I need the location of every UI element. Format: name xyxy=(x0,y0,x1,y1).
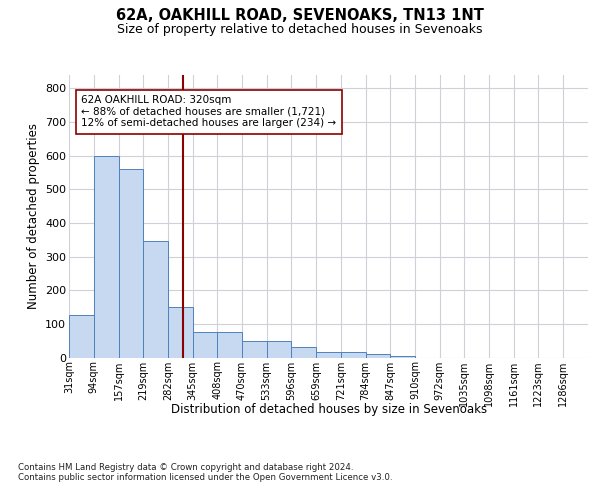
Text: 62A, OAKHILL ROAD, SEVENOAKS, TN13 1NT: 62A, OAKHILL ROAD, SEVENOAKS, TN13 1NT xyxy=(116,8,484,22)
Bar xyxy=(143,242,168,358)
Bar xyxy=(341,352,365,358)
Bar xyxy=(391,356,415,358)
Bar xyxy=(292,348,316,358)
Bar xyxy=(119,169,143,358)
Bar xyxy=(217,332,242,357)
Text: 62A OAKHILL ROAD: 320sqm
← 88% of detached houses are smaller (1,721)
12% of sem: 62A OAKHILL ROAD: 320sqm ← 88% of detach… xyxy=(81,95,337,128)
Bar xyxy=(242,340,266,357)
Bar xyxy=(94,156,119,358)
Y-axis label: Number of detached properties: Number of detached properties xyxy=(26,123,40,309)
Bar xyxy=(168,307,193,358)
Bar xyxy=(266,340,292,357)
Text: Size of property relative to detached houses in Sevenoaks: Size of property relative to detached ho… xyxy=(117,22,483,36)
Bar xyxy=(316,352,341,358)
Text: Distribution of detached houses by size in Sevenoaks: Distribution of detached houses by size … xyxy=(171,402,487,415)
Bar xyxy=(193,332,217,357)
Text: Contains HM Land Registry data © Crown copyright and database right 2024.
Contai: Contains HM Land Registry data © Crown c… xyxy=(18,462,392,482)
Bar xyxy=(69,316,94,358)
Bar xyxy=(365,354,391,358)
